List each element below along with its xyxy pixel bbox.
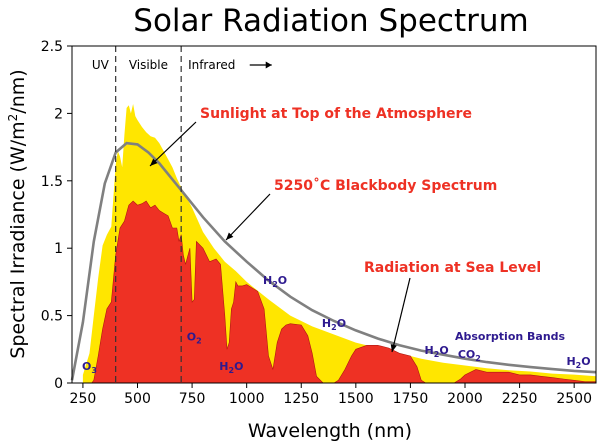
molecule-label: H2O	[322, 317, 346, 332]
annotation-top-of-atmosphere: Sunlight at Top of the Atmosphere	[200, 106, 472, 122]
y-tick-label: 1	[54, 241, 63, 257]
x-tick-label: 1500	[338, 391, 374, 407]
annotation-arrows	[149, 121, 411, 353]
x-axis-label: Wavelength (nm)	[248, 420, 412, 442]
y-tick-label: 0.5	[41, 309, 63, 325]
infrared-arrowhead-icon	[265, 61, 272, 69]
arrow-blackbody-head	[226, 232, 234, 240]
y-tick-label: 2	[54, 106, 63, 122]
x-tick-label: 250	[70, 391, 97, 407]
x-tick-label: 1250	[283, 391, 319, 407]
region-labels: UV Visible Infrared	[92, 58, 272, 72]
y-axis-ticks: 0 0.5 1 1.5 2 2.5	[41, 39, 72, 392]
plot-area: 250 500 750 1000 1250 1500 1750 2000 2250 2500 00…	[41, 39, 597, 407]
x-tick-label: 2500	[556, 391, 592, 407]
x-tick-label: 2000	[447, 391, 483, 407]
y-axis-label: Spectral Irradiance (W/m2/nm)	[6, 69, 29, 358]
x-tick-label: 750	[179, 391, 206, 407]
annotation-blackbody: 5250˚C Blackbody Spectrum	[274, 177, 497, 194]
y-axis-label-prefix: Spectral Irradiance (W/m	[7, 121, 29, 358]
arrow-top-of-atmosphere-head	[150, 158, 158, 166]
blackbody-curve	[70, 141, 597, 381]
y-tick-label: 0	[54, 376, 63, 392]
plot-frame	[71, 45, 597, 384]
molecule-label: H2O	[566, 355, 590, 370]
x-tick-label: 1750	[393, 391, 429, 407]
molecule-label: H2O	[263, 274, 287, 289]
molecule-label: CO2	[458, 348, 481, 363]
molecule-label: H2O	[219, 360, 243, 375]
y-axis-label-suffix: /nm)	[7, 69, 29, 113]
region-label-uv: UV	[92, 58, 110, 72]
sea-level-area-layer	[91, 200, 597, 384]
chart-title: Solar Radiation Spectrum	[133, 3, 528, 39]
x-tick-label: 2250	[502, 391, 538, 407]
arrow-sea-level	[391, 277, 411, 353]
y-tick-label: 1.5	[41, 174, 63, 190]
sea-level-area	[91, 200, 597, 384]
molecule-label: H2O	[425, 344, 449, 359]
annotation-labels: Sunlight at Top of the Atmosphere 5250˚C …	[82, 106, 591, 375]
absorption-bands-label: Absorption Bands	[455, 330, 566, 343]
region-dividers	[115, 46, 182, 383]
y-tick-label: 2.5	[41, 39, 63, 55]
molecule-label: O2	[187, 331, 202, 346]
y-axis-label-sup: 2	[6, 114, 20, 122]
region-label-infrared: Infrared	[188, 58, 235, 72]
annotation-sea-level: Radiation at Sea Level	[364, 260, 541, 276]
arrow-blackbody	[225, 193, 271, 241]
x-tick-label: 1000	[229, 391, 265, 407]
region-label-visible: Visible	[129, 58, 168, 72]
arrow-top-of-atmosphere	[149, 121, 197, 167]
x-axis-ticks: 250 500 750 1000 1250 1500 1750 2000 2250 2500	[70, 383, 592, 407]
arrow-sea-level-head	[390, 344, 397, 352]
blackbody-curve-layer	[70, 141, 597, 381]
x-tick-label: 500	[124, 391, 151, 407]
molecule-label: O3	[82, 360, 97, 375]
